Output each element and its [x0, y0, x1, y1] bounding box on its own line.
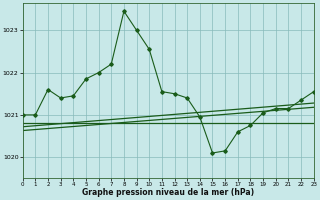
X-axis label: Graphe pression niveau de la mer (hPa): Graphe pression niveau de la mer (hPa)	[82, 188, 254, 197]
